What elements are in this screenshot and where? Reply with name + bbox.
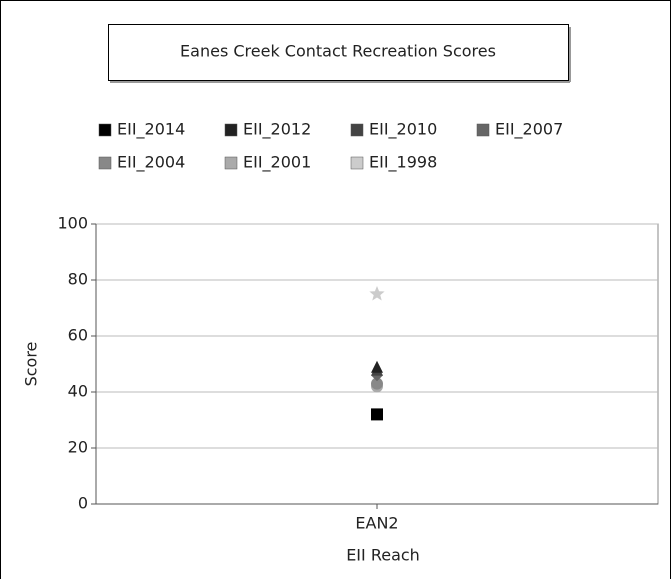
- y-tick-label: 0: [78, 494, 88, 513]
- point: [371, 408, 383, 421]
- x-tick-label: EAN2: [355, 514, 398, 533]
- legend-swatch: [224, 156, 238, 170]
- point: [371, 360, 383, 373]
- y-tick-label: 100: [57, 214, 88, 233]
- legend-swatch: [98, 156, 112, 170]
- title-box: [108, 24, 569, 81]
- point: [369, 286, 385, 301]
- y-tick-label: 60: [68, 326, 88, 345]
- legend-label: EII_1998: [369, 153, 437, 173]
- legend-label: EII_2012: [243, 120, 311, 140]
- legend-label: EII_2004: [117, 153, 185, 173]
- legend-swatch: [224, 123, 238, 137]
- legend-label: EII_2001: [243, 153, 311, 173]
- legend-label: EII_2010: [369, 120, 437, 140]
- y-tick-label: 40: [68, 382, 88, 401]
- y-tick-label: 80: [68, 270, 88, 289]
- legend-swatch: [476, 123, 490, 137]
- point: [371, 377, 383, 390]
- y-tick-label: 20: [68, 438, 88, 457]
- legend-swatch: [350, 123, 364, 137]
- legend-label: EII_2007: [495, 120, 563, 140]
- legend-swatch: [350, 156, 364, 170]
- legend-swatch: [98, 123, 112, 137]
- legend-label: EII_2014: [117, 120, 185, 140]
- x-axis-label: EII Reach: [346, 546, 420, 565]
- y-axis-label: Score: [22, 342, 41, 387]
- chart-title: Eanes Creek Contact Recreation Scores: [180, 42, 496, 61]
